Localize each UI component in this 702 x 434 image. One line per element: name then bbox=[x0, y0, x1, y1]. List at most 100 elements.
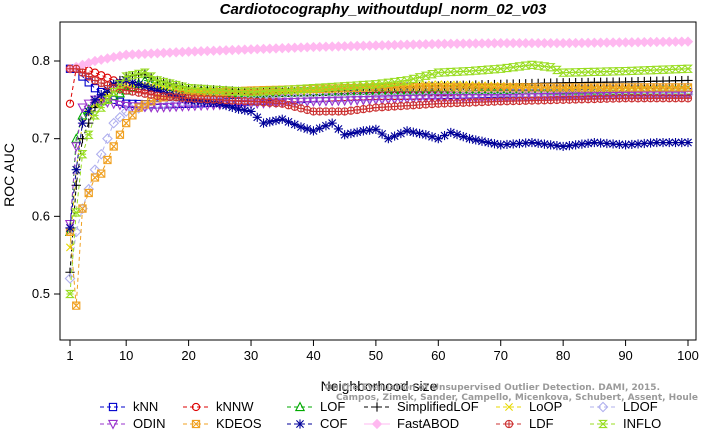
point-ldf bbox=[683, 94, 693, 103]
point-inflo bbox=[564, 68, 575, 77]
y-tick-label: 0.6 bbox=[32, 208, 50, 223]
point-cof bbox=[658, 137, 668, 148]
point-inflo bbox=[583, 67, 594, 77]
watermark-line-2: On the Evaluation of Unsupervised Outlie… bbox=[325, 383, 660, 393]
point-knnw bbox=[65, 99, 75, 108]
point-inflo bbox=[520, 61, 531, 70]
point-odin bbox=[364, 95, 375, 106]
point-cof bbox=[552, 141, 562, 151]
x-tick-label: 30 bbox=[244, 348, 258, 363]
point-cof bbox=[558, 141, 568, 152]
point-inflo bbox=[164, 79, 175, 88]
point-odin bbox=[458, 94, 469, 104]
point-cof bbox=[115, 77, 125, 87]
point-cof bbox=[65, 223, 75, 233]
legend-label-fastabod: FastABOD bbox=[397, 416, 459, 431]
point-cof bbox=[252, 112, 262, 122]
point-cof bbox=[652, 137, 662, 148]
point-cof bbox=[602, 138, 612, 149]
point-inflo bbox=[683, 64, 693, 73]
point-cof bbox=[321, 121, 331, 131]
point-cof bbox=[433, 134, 443, 144]
point-inflo bbox=[639, 66, 650, 75]
legend-marker-simplifiedlof bbox=[372, 402, 382, 412]
y-tick-label: 0.8 bbox=[32, 53, 50, 68]
point-cof bbox=[564, 141, 574, 151]
point-inflo bbox=[370, 80, 381, 89]
legend-item-knnw: kNNW bbox=[183, 399, 254, 414]
point-cof bbox=[627, 139, 637, 150]
point-odin bbox=[171, 102, 182, 113]
point-ldf bbox=[78, 68, 87, 77]
point-kdeos bbox=[97, 169, 106, 178]
point-inflo bbox=[377, 79, 388, 88]
point-cof bbox=[589, 137, 599, 148]
point-inflo bbox=[327, 82, 338, 92]
point-cof bbox=[327, 118, 337, 128]
point-odin bbox=[302, 97, 313, 108]
point-cof bbox=[533, 138, 543, 148]
legend-label-knnw: kNNW bbox=[216, 399, 254, 414]
point-ldof bbox=[108, 117, 120, 129]
point-inflo bbox=[345, 81, 356, 91]
point-inflo bbox=[296, 84, 306, 94]
point-cof bbox=[315, 123, 325, 133]
legend-item-odin: ODIN bbox=[100, 416, 166, 431]
point-cof bbox=[408, 127, 418, 137]
legend-marker-loop bbox=[505, 403, 513, 411]
legend-item-kdeos: KDEOS bbox=[183, 416, 262, 431]
point-odin bbox=[420, 94, 431, 105]
point-inflo bbox=[127, 71, 138, 80]
x-tick-label: 1 bbox=[66, 348, 73, 363]
point-kdeos bbox=[683, 83, 693, 92]
legend-marker-ldof bbox=[597, 401, 609, 413]
point-cof bbox=[383, 134, 393, 144]
legend-label-ldof: LDOF bbox=[623, 399, 658, 414]
point-cof bbox=[390, 131, 400, 141]
point-inflo bbox=[65, 289, 75, 299]
point-inflo bbox=[620, 66, 631, 76]
point-inflo bbox=[271, 86, 281, 95]
legend-label-odin: ODIN bbox=[133, 416, 166, 431]
point-cof bbox=[614, 139, 624, 150]
point-ldof bbox=[102, 133, 113, 145]
point-odin bbox=[71, 142, 82, 153]
point-inflo bbox=[676, 64, 687, 74]
point-inflo bbox=[71, 208, 82, 217]
point-cof bbox=[620, 140, 631, 150]
point-cof bbox=[302, 124, 312, 134]
point-cof bbox=[521, 138, 531, 148]
point-inflo bbox=[402, 76, 413, 85]
point-cof bbox=[577, 139, 587, 149]
point-inflo bbox=[464, 66, 475, 76]
x-tick-label: 90 bbox=[618, 348, 632, 363]
point-cof bbox=[439, 130, 450, 141]
legend-marker-lof bbox=[294, 401, 306, 412]
point-cof bbox=[502, 139, 512, 150]
point-odin bbox=[439, 94, 450, 104]
point-cof bbox=[71, 165, 81, 175]
point-odin bbox=[401, 94, 413, 105]
point-cof bbox=[127, 77, 138, 88]
point-odin bbox=[308, 97, 319, 107]
series-inflo bbox=[65, 60, 693, 299]
point-odin bbox=[414, 94, 425, 105]
watermark-line-1: Campos, Zimek, Sander, Campello, Micenko… bbox=[336, 393, 698, 403]
point-odin bbox=[320, 96, 332, 107]
point-odin bbox=[639, 91, 650, 102]
point-inflo bbox=[283, 85, 294, 94]
series-line-ldof bbox=[69, 93, 689, 279]
point-cof bbox=[427, 132, 437, 142]
point-odin bbox=[352, 96, 363, 106]
legend-label-lof: LOF bbox=[320, 399, 345, 414]
point-inflo bbox=[414, 73, 425, 82]
legend: kNN kNNW LOF SimplifiedLOF LoOP LDOF ODIN KDEOS… bbox=[100, 399, 661, 431]
point-cof bbox=[645, 138, 656, 148]
point-odin bbox=[121, 101, 132, 112]
point-odin bbox=[445, 94, 456, 104]
point-ldof bbox=[95, 148, 107, 160]
point-inflo bbox=[177, 82, 188, 91]
point-kdeos bbox=[84, 188, 93, 198]
y-tick-label: 0.5 bbox=[32, 286, 50, 301]
point-kdeos bbox=[115, 130, 125, 139]
